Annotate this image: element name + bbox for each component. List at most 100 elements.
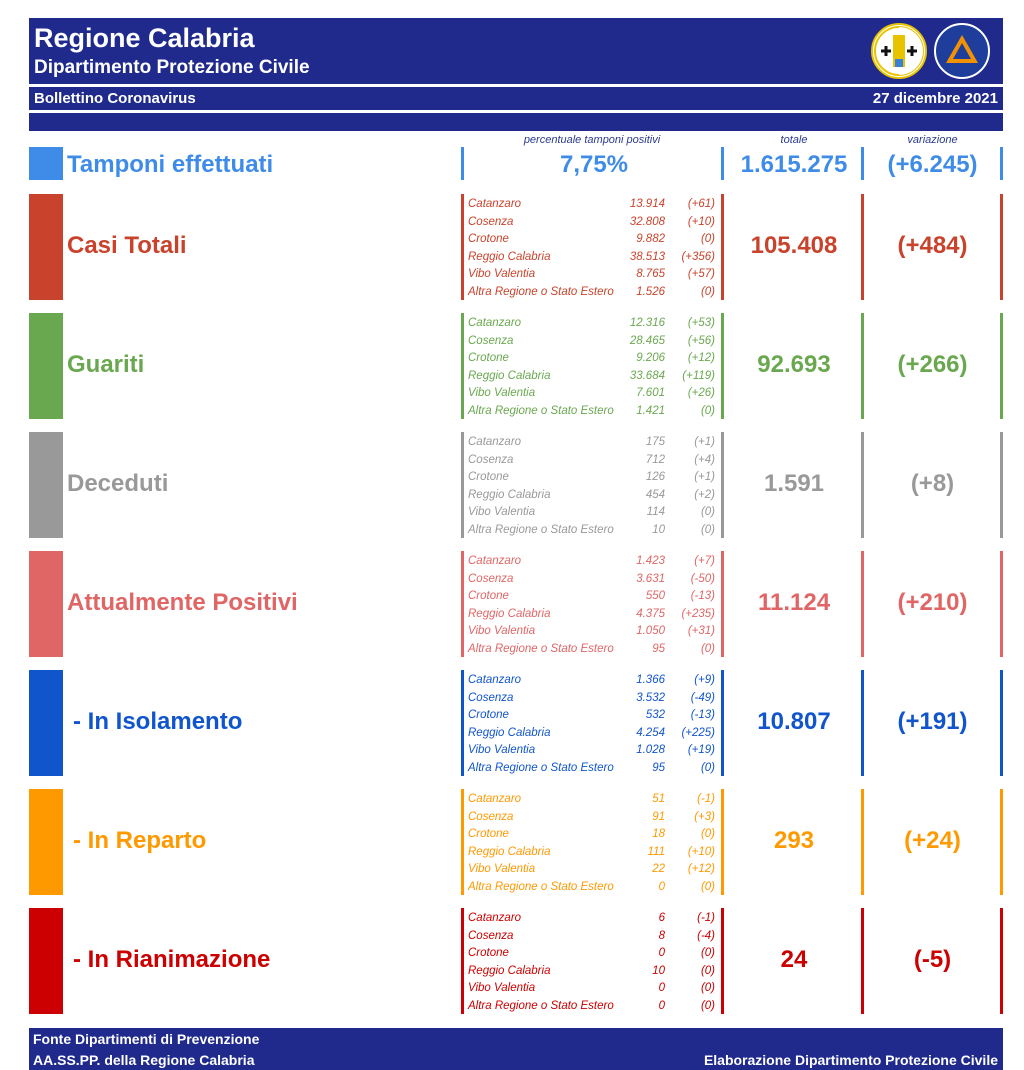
- province-name: Vibo Valentia: [468, 744, 536, 756]
- stat-row: - In Rianimazione Catanzaro 6 (-1) Cosenza 8 (…: [29, 908, 1003, 1014]
- list-item: Reggio Calabria 454 (+2): [468, 487, 720, 505]
- footer-credit: Elaborazione Dipartimento Protezione Civ…: [703, 1052, 998, 1068]
- row-label: Guariti: [67, 351, 145, 378]
- province-delta: (0): [700, 523, 715, 536]
- province-delta: (+10): [687, 845, 715, 858]
- divider: [461, 194, 464, 300]
- list-item: Cosenza 3.631 (-50): [468, 571, 720, 589]
- province-delta: (-13): [690, 709, 715, 721]
- row-variation: (+210): [897, 589, 968, 616]
- province-delta: (0): [700, 880, 715, 893]
- province-name: Catanzaro: [468, 555, 522, 567]
- column-header-total: totale: [780, 134, 808, 146]
- list-item: Crotone 18 (0): [468, 826, 720, 844]
- list-item: Altra Regione o Stato Estero 0 (0): [468, 998, 720, 1016]
- divider: [1000, 147, 1003, 180]
- province-delta: (+225): [681, 726, 715, 739]
- list-item: Cosenza 712 (+4): [468, 452, 720, 470]
- province-name: Altra Regione o Stato Estero: [468, 523, 614, 536]
- row-label: Casi Totali: [67, 232, 187, 259]
- province-value: 8: [658, 929, 665, 942]
- tamponi-row: Tamponi effettuati 7,75% 1.615.275 (+6.2…: [29, 147, 1003, 181]
- province-delta: (+31): [687, 625, 715, 637]
- province-value: 1.366: [636, 674, 665, 686]
- province-delta: (+4): [694, 453, 715, 466]
- row-color-swatch: [29, 432, 63, 538]
- province-value: 10: [652, 964, 665, 977]
- province-name: Vibo Valentia: [468, 625, 536, 637]
- list-item: Cosenza 8 (-4): [468, 928, 720, 946]
- province-value: 32.808: [629, 215, 665, 228]
- province-delta: (+56): [687, 334, 715, 347]
- divider: [721, 147, 724, 180]
- province-name: Catanzaro: [468, 198, 522, 210]
- list-item: Cosenza 3.532 (-49): [468, 690, 720, 708]
- province-list: Catanzaro 6 (-1) Cosenza 8 (-4) Crotone 0 (0) Reg…: [468, 910, 720, 1015]
- province-delta: (0): [700, 642, 715, 655]
- province-name: Crotone: [468, 471, 509, 483]
- province-delta: (0): [700, 404, 715, 417]
- province-value: 6: [658, 912, 665, 924]
- province-value: 0: [658, 982, 665, 994]
- province-name: Cosenza: [468, 929, 514, 942]
- province-name: Vibo Valentia: [468, 387, 536, 399]
- province-name: Cosenza: [468, 453, 514, 466]
- province-value: 126: [645, 471, 665, 483]
- list-item: Reggio Calabria 4.254 (+225): [468, 725, 720, 743]
- tamponi-variation: (+6.245): [887, 151, 978, 178]
- divider: [461, 789, 464, 895]
- list-item: Altra Regione o Stato Estero 95 (0): [468, 760, 720, 778]
- divider: [1000, 432, 1003, 538]
- province-value: 1.421: [636, 404, 665, 417]
- province-name: Catanzaro: [468, 674, 522, 686]
- province-delta: (+12): [687, 863, 715, 875]
- footer-source-line2: AA.SS.PP. della Regione Calabria: [33, 1052, 255, 1068]
- separator-bar: [29, 113, 1003, 131]
- column-header-percent: percentuale tamponi positivi: [523, 134, 661, 146]
- row-total: 10.807: [757, 708, 831, 735]
- list-item: Reggio Calabria 38.513 (+356): [468, 249, 720, 267]
- province-delta: (0): [700, 285, 715, 298]
- row-variation: (+191): [897, 708, 968, 735]
- list-item: Cosenza 28.465 (+56): [468, 333, 720, 351]
- list-item: Altra Regione o Stato Estero 1.526 (0): [468, 284, 720, 302]
- stat-row: Guariti Catanzaro 12.316 (+53) Cosenza 28.465…: [29, 313, 1003, 419]
- province-value: 532: [645, 709, 665, 721]
- divider: [1000, 551, 1003, 657]
- list-item: Crotone 550 (-13): [468, 588, 720, 606]
- divider: [861, 147, 864, 180]
- province-name: Altra Regione o Stato Estero: [468, 642, 614, 655]
- footer-bar: Fonte Dipartimenti di Prevenzione AA.SS.…: [29, 1028, 1003, 1070]
- province-value: 0: [658, 947, 665, 959]
- divider: [1000, 670, 1003, 776]
- divider: [861, 194, 864, 300]
- divider: [861, 432, 864, 538]
- tamponi-percent: 7,75%: [559, 151, 629, 178]
- stat-row: Casi Totali Catanzaro 13.914 (+61) Cosenza 32…: [29, 194, 1003, 300]
- divider: [461, 670, 464, 776]
- province-list: Catanzaro 1.423 (+7) Cosenza 3.631 (-50) Croto…: [468, 553, 720, 658]
- tamponi-total: 1.615.275: [740, 151, 848, 178]
- province-delta: (+19): [687, 744, 715, 756]
- province-value: 22: [652, 863, 665, 875]
- province-delta: (+1): [694, 436, 715, 448]
- list-item: Reggio Calabria 111 (+10): [468, 844, 720, 862]
- province-delta: (+119): [682, 369, 715, 382]
- divider: [861, 789, 864, 895]
- province-value: 454: [645, 488, 665, 501]
- province-value: 4.375: [636, 607, 665, 620]
- province-delta: (-13): [690, 590, 715, 602]
- page-subtitle: Dipartimento Protezione Civile: [34, 57, 310, 78]
- row-label: - In Rianimazione: [73, 946, 271, 973]
- province-value: 1.050: [636, 625, 665, 637]
- row-color-swatch: [29, 313, 63, 419]
- protezione-civile-logo-icon: [934, 23, 990, 79]
- province-name: Vibo Valentia: [468, 863, 536, 875]
- divider: [1000, 313, 1003, 419]
- tamponi-label: Tamponi effettuati: [67, 151, 274, 178]
- province-delta: (-49): [690, 691, 715, 704]
- province-delta: (+12): [687, 352, 715, 364]
- province-name: Crotone: [468, 709, 509, 721]
- province-value: 550: [645, 590, 665, 602]
- province-value: 111: [647, 845, 665, 858]
